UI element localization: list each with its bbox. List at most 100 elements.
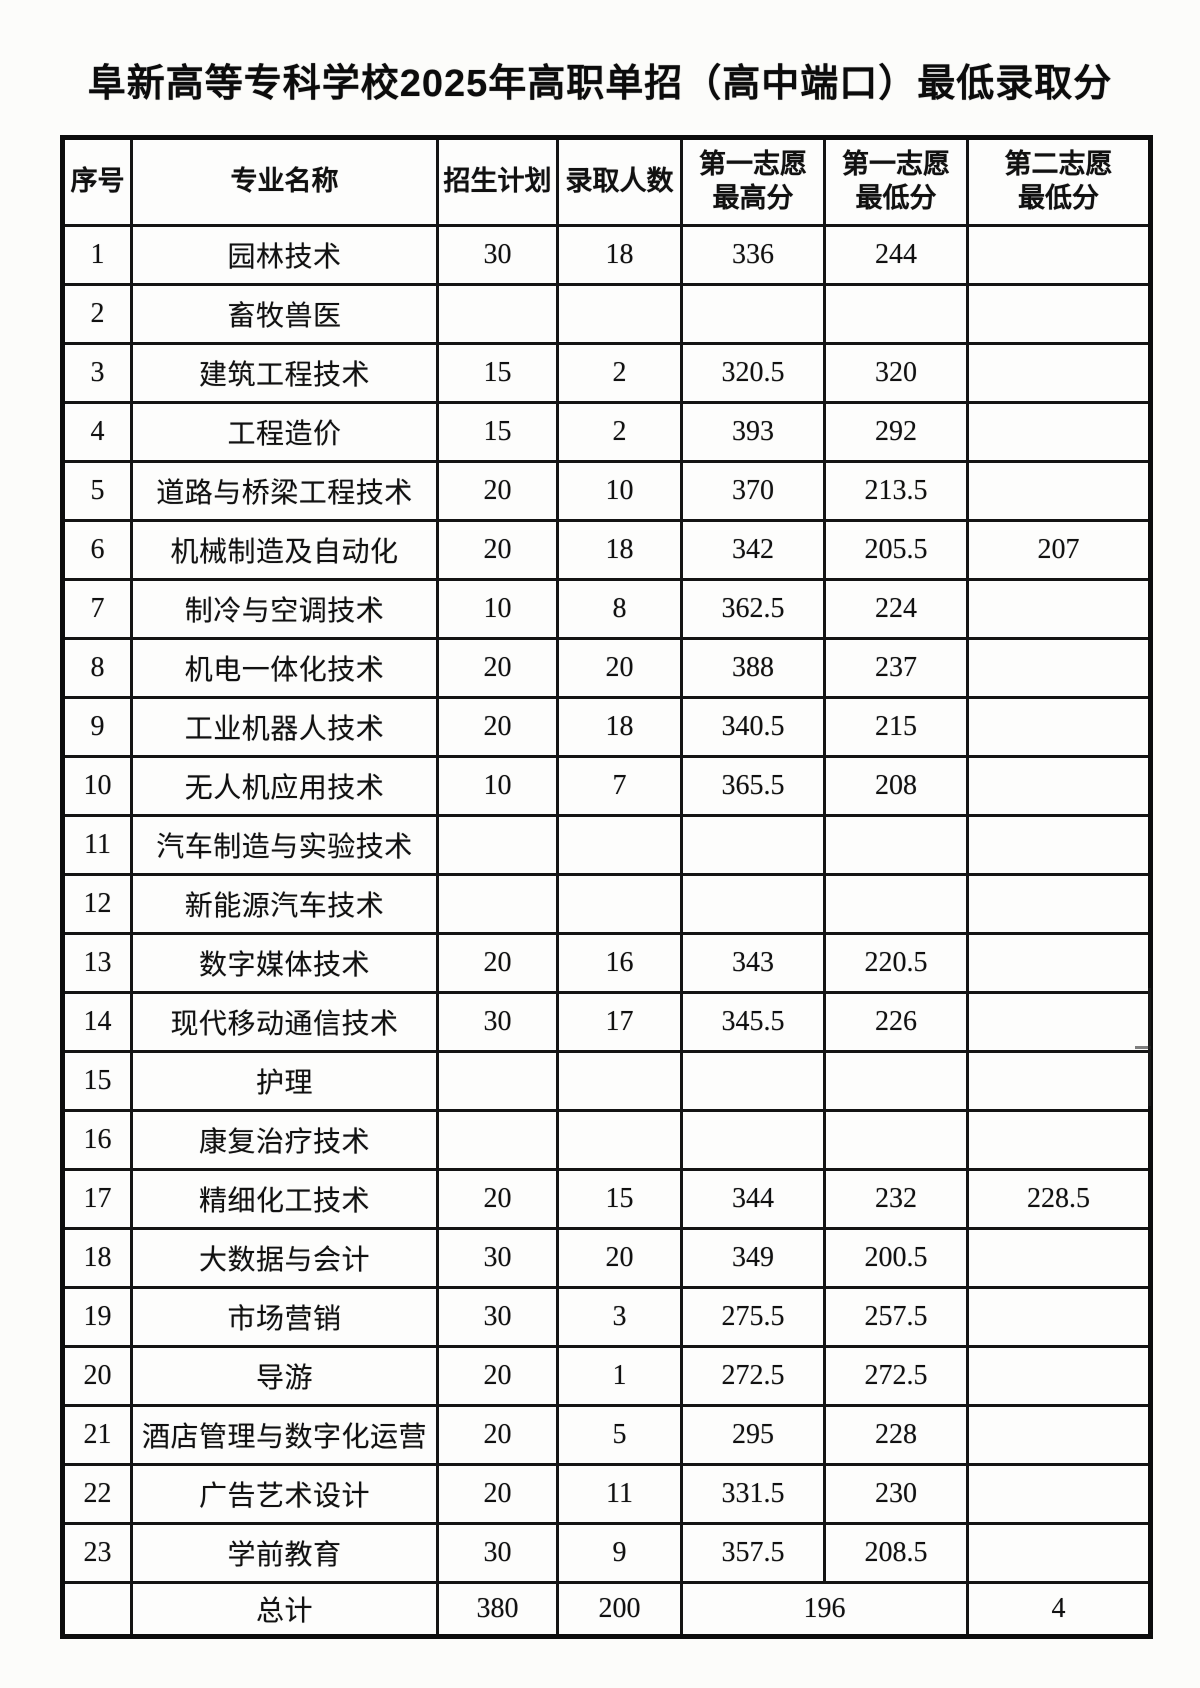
- cell-plan: 30: [436, 1522, 559, 1584]
- cell-major: 康复治疗技术: [130, 1109, 439, 1171]
- table-row: 10 无人机应用技术 10 7 365.5 208: [61, 755, 1152, 817]
- cell-admitted: [556, 283, 683, 345]
- cell-major: 学前教育: [130, 1522, 439, 1584]
- cell-plan: 20: [436, 696, 559, 758]
- cell-major: 园林技术: [130, 224, 439, 286]
- cell-second-low: [966, 224, 1152, 286]
- cell-no: 21: [61, 1404, 133, 1466]
- table-row: 9 工业机器人技术 20 18 340.5 215: [61, 696, 1152, 758]
- cell-no: 15: [61, 1050, 133, 1112]
- cell-first-low: 228: [823, 1404, 969, 1466]
- table-row: 21 酒店管理与数字化运营 20 5 295 228: [61, 1404, 1152, 1466]
- cell-first-high: 349: [680, 1227, 826, 1289]
- table-row: 5 道路与桥梁工程技术 20 10 370 213.5: [61, 460, 1152, 522]
- cell-second-low: [966, 932, 1152, 994]
- cell-plan: 30: [436, 991, 559, 1053]
- cell-first-high: 362.5: [680, 578, 826, 640]
- cell-admitted: 10: [556, 460, 683, 522]
- cell-second-low: [966, 1522, 1152, 1584]
- cell-first-high: 370: [680, 460, 826, 522]
- cell-first-low: [823, 1050, 969, 1112]
- cell-second-low: 207: [966, 519, 1152, 581]
- cell-second-low: [966, 1463, 1152, 1525]
- cell-second-low: [966, 696, 1152, 758]
- cell-first-low: 208: [823, 755, 969, 817]
- cell-major: 市场营销: [130, 1286, 439, 1348]
- cell-admitted: 18: [556, 224, 683, 286]
- col-header-no: 序号: [61, 136, 133, 227]
- cell-second-low: [966, 814, 1152, 876]
- cell-admitted: 20: [556, 637, 683, 699]
- cell-first-high: [680, 814, 826, 876]
- cell-no: 22: [61, 1463, 133, 1525]
- cell-first-low: 237: [823, 637, 969, 699]
- cell-plan: 10: [436, 755, 559, 817]
- cell-no: 7: [61, 578, 133, 640]
- cell-major: 酒店管理与数字化运营: [130, 1404, 439, 1466]
- cell-first-high: [680, 283, 826, 345]
- cell-first-high: 275.5: [680, 1286, 826, 1348]
- cell-no: 5: [61, 460, 133, 522]
- cell-plan: 30: [436, 1227, 559, 1289]
- cell-major: 无人机应用技术: [130, 755, 439, 817]
- cell-first-high: 345.5: [680, 991, 826, 1053]
- cell-total-admitted: 200: [556, 1581, 683, 1638]
- cell-total-second-low: 4: [966, 1581, 1152, 1638]
- cell-no: 3: [61, 342, 133, 404]
- cell-no: 8: [61, 637, 133, 699]
- cell-plan: 20: [436, 1168, 559, 1230]
- cell-no: 17: [61, 1168, 133, 1230]
- cell-second-low: [966, 1345, 1152, 1407]
- cell-major: 精细化工技术: [130, 1168, 439, 1230]
- cell-first-high: 393: [680, 401, 826, 463]
- cell-major: 广告艺术设计: [130, 1463, 439, 1525]
- cell-total-first-choice-merged: 196: [680, 1581, 969, 1638]
- cell-no: 23: [61, 1522, 133, 1584]
- table-row: 19 市场营销 30 3 275.5 257.5: [61, 1286, 1152, 1348]
- cell-first-high: 295: [680, 1404, 826, 1466]
- cell-admitted: 2: [556, 342, 683, 404]
- total-row: 总计 380 200 196 4: [61, 1581, 1152, 1638]
- cell-major: 制冷与空调技术: [130, 578, 439, 640]
- cell-plan: [436, 1109, 559, 1171]
- cell-plan: 20: [436, 1404, 559, 1466]
- cell-second-low: [966, 460, 1152, 522]
- table-row: 12 新能源汽车技术: [61, 873, 1152, 935]
- cell-no: 1: [61, 224, 133, 286]
- cell-no: 2: [61, 283, 133, 345]
- cell-no: 12: [61, 873, 133, 935]
- cell-major: 现代移动通信技术: [130, 991, 439, 1053]
- cell-no: 4: [61, 401, 133, 463]
- cell-admitted: 20: [556, 1227, 683, 1289]
- cell-first-high: 342: [680, 519, 826, 581]
- cell-plan: [436, 814, 559, 876]
- cell-first-low: 213.5: [823, 460, 969, 522]
- cell-first-low: 224: [823, 578, 969, 640]
- cell-admitted: [556, 873, 683, 935]
- cell-plan: 20: [436, 519, 559, 581]
- cell-first-low: [823, 1109, 969, 1171]
- cell-major: 机械制造及自动化: [130, 519, 439, 581]
- cell-admitted: 16: [556, 932, 683, 994]
- cell-first-low: 226: [823, 991, 969, 1053]
- cell-major: 建筑工程技术: [130, 342, 439, 404]
- cell-second-low: [966, 342, 1152, 404]
- cell-major: 数字媒体技术: [130, 932, 439, 994]
- cell-plan: 30: [436, 224, 559, 286]
- col-header-second-low: 第二志愿 最低分: [966, 136, 1152, 227]
- cell-total-plan: 380: [436, 1581, 559, 1638]
- col-header-major: 专业名称: [130, 136, 439, 227]
- table-row: 20 导游 20 1 272.5 272.5: [61, 1345, 1152, 1407]
- table-row: 23 学前教育 30 9 357.5 208.5: [61, 1522, 1152, 1584]
- cell-major: 新能源汽车技术: [130, 873, 439, 935]
- cell-plan: [436, 1050, 559, 1112]
- cell-no: 11: [61, 814, 133, 876]
- cell-major: 道路与桥梁工程技术: [130, 460, 439, 522]
- table-row: 2 畜牧兽医: [61, 283, 1152, 345]
- cell-second-low: [966, 991, 1152, 1053]
- cell-no: 10: [61, 755, 133, 817]
- cell-plan: 20: [436, 1463, 559, 1525]
- cell-first-high: 331.5: [680, 1463, 826, 1525]
- cell-second-low: [966, 1404, 1152, 1466]
